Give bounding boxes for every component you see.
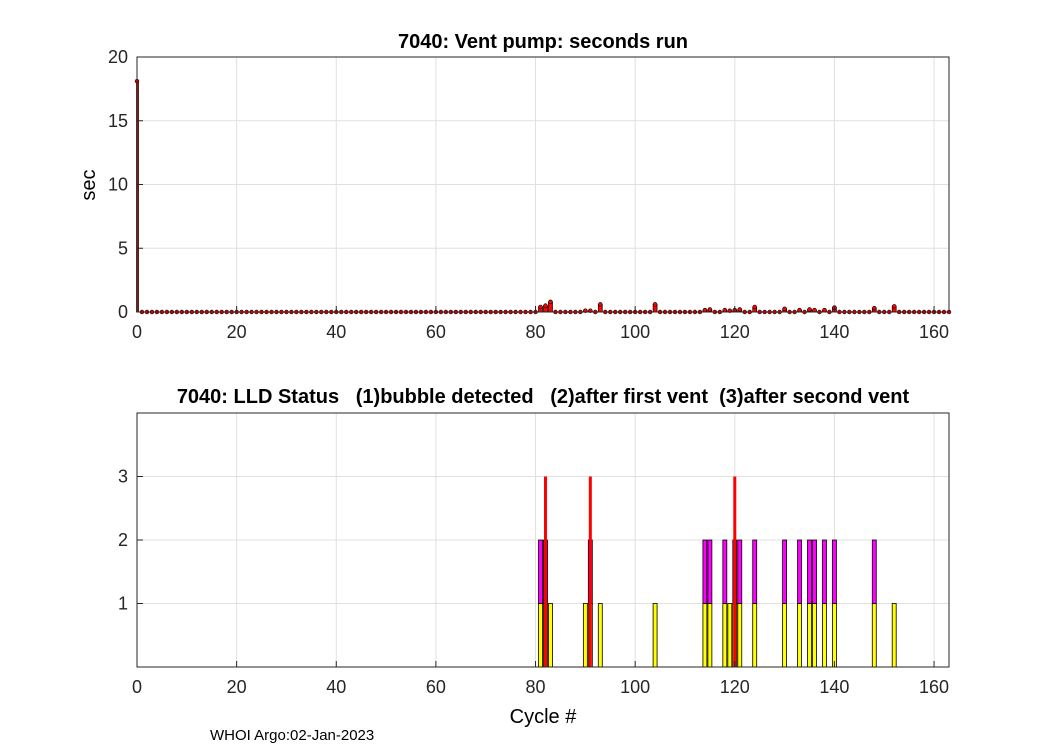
lld-status-bar-3	[588, 476, 592, 667]
lld-status-bar-2	[752, 539, 758, 604]
lld-status-bar-1	[737, 603, 743, 668]
vent-pump-xtick-label: 60	[426, 322, 446, 342]
lld-status-bar-1	[707, 603, 713, 668]
lld-status-axes	[136, 412, 950, 668]
lld-status-bar-2	[797, 539, 802, 604]
lld-status-bar-1	[832, 603, 837, 668]
lld-status-xtick-label: 60	[426, 677, 446, 697]
vent-pump-point	[807, 307, 812, 312]
lld-status-xtick-label: 80	[526, 677, 546, 697]
vent-pump-ytick-label: 0	[118, 302, 128, 322]
lld-status-bar-2	[782, 539, 788, 604]
lld-status-bar-1	[822, 603, 827, 668]
vent-pump-point	[702, 307, 708, 313]
lld-status-bar-1	[727, 603, 733, 668]
vent-pump-point	[652, 302, 658, 307]
lld-status-xtick-label: 100	[620, 677, 650, 697]
vent-pump-ytick-label: 20	[108, 47, 128, 67]
lld-status-bar-2	[822, 539, 827, 604]
lld-status-bar-1	[752, 603, 758, 668]
lld-status-bar-2	[871, 539, 877, 604]
lld-status-chart: 7040: LLD Status (1)bubble detected (2)a…	[118, 386, 950, 728]
lld-status-bar-1	[538, 603, 543, 668]
lld-status-bar-1	[702, 603, 708, 668]
footer-credit: WHOI Argo:02-Jan-2023	[210, 727, 375, 744]
vent-pump-xtick-label: 20	[227, 322, 247, 342]
lld-status-bar-1	[812, 603, 817, 668]
lld-status-bar-1	[597, 603, 603, 668]
lld-status-xtick-label: 20	[227, 677, 247, 697]
lld-status-bar-1	[871, 603, 877, 668]
vent-pump-point	[822, 307, 827, 313]
vent-pump-ytick-label: 10	[108, 175, 128, 195]
vent-pump-xtick-label: 100	[620, 322, 650, 342]
vent-pump-title: 7040: Vent pump: seconds run	[398, 31, 688, 53]
vent-pump-ytick-label: 5	[118, 238, 128, 258]
vent-pump-point	[782, 306, 787, 312]
vent-pump-point	[812, 307, 817, 313]
lld-status-bar-1	[891, 603, 897, 668]
vent-pump-ylabel: sec	[78, 169, 100, 200]
vent-pump-point	[752, 304, 757, 310]
lld-status-bar-1	[548, 603, 553, 668]
lld-status-xtick-label: 40	[326, 677, 346, 697]
vent-pump-point	[548, 299, 553, 304]
lld-status-xlabel: Cycle #	[510, 706, 578, 728]
lld-status-bar-2	[722, 539, 728, 604]
lld-status-xtick-label: 120	[720, 677, 750, 697]
lld-status-bar-2	[707, 539, 713, 604]
vent-pump-chart: 7040: Vent pump: seconds run sec 0 20 40 60…	[78, 31, 952, 342]
lld-status-bar-1	[782, 603, 788, 668]
lld-status-bar-2	[807, 539, 812, 604]
vent-pump-point	[872, 305, 877, 311]
lld-status-bar-2	[538, 539, 543, 604]
vent-pump-axes	[136, 56, 950, 313]
lld-status-bar-1	[722, 603, 728, 668]
lld-status-bar-2	[832, 539, 837, 604]
vent-pump-point	[722, 307, 728, 313]
lld-status-title: 7040: LLD Status (1)bubble detected (2)a…	[177, 386, 910, 408]
lld-status-ytick-label: 3	[118, 467, 128, 487]
vent-pump-point	[538, 304, 543, 310]
lld-status-bar-3	[543, 476, 547, 667]
lld-status-ytick-label: 1	[118, 594, 128, 614]
vent-pump-xtick-label: 0	[132, 322, 142, 342]
lld-status-bar-2	[812, 539, 817, 604]
lld-status-bar-3	[733, 476, 737, 667]
vent-pump-xtick-label: 140	[819, 322, 849, 342]
lld-status-bar-1	[652, 603, 658, 668]
lld-status-bar-2	[737, 539, 743, 604]
lld-status-ytick-label: 2	[118, 530, 128, 550]
lld-status-bar-1	[582, 603, 588, 668]
lld-status-bar-1	[797, 603, 802, 668]
lld-status-xtick-label: 140	[819, 677, 849, 697]
vent-pump-xtick-label: 40	[326, 322, 346, 342]
vent-pump-point	[598, 302, 603, 307]
vent-pump-point	[797, 307, 802, 313]
vent-pump-point	[737, 307, 742, 312]
vent-pump-xtick-label: 80	[526, 322, 546, 342]
lld-status-bar-2	[702, 539, 708, 604]
vent-pump-point	[707, 307, 713, 312]
vent-pump-xtick-label: 120	[720, 322, 750, 342]
lld-status-bar-1	[807, 603, 812, 668]
lld-status-xtick-label: 0	[132, 677, 142, 697]
vent-pump-xtick-label: 160	[919, 322, 949, 342]
lld-status-xtick-label: 160	[919, 677, 949, 697]
vent-pump-point	[543, 303, 548, 308]
vent-pump-ytick-label: 15	[108, 111, 128, 131]
vent-pump-point	[892, 304, 897, 309]
